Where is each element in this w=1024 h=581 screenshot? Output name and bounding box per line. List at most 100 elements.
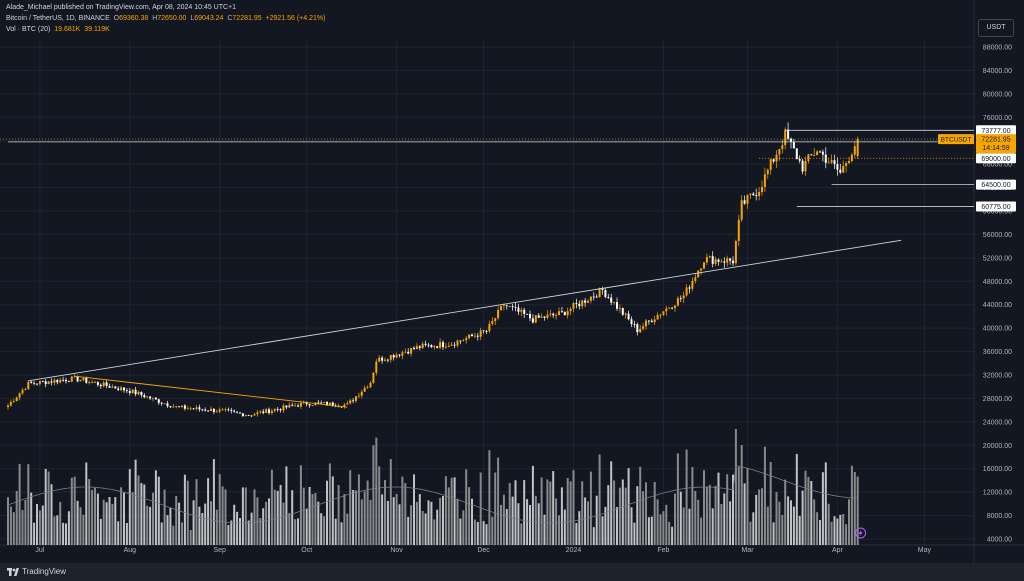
tradingview-brand[interactable]: TradingView — [22, 567, 67, 576]
volume-bar — [372, 445, 375, 545]
volume-bar — [787, 496, 790, 545]
candle-body — [430, 345, 433, 348]
candle-body — [853, 146, 856, 155]
candle-body — [766, 169, 769, 175]
price-tick-label: 52000.00 — [983, 255, 1012, 262]
volume-bar — [645, 482, 647, 545]
volume-bar — [62, 522, 65, 545]
ohlc-legend: Bitcoin / TetherUS, 1D, BINANCE O69360.3… — [6, 15, 325, 22]
price-axis[interactable]: 4000.00 8000.00 12000.00 16000.00 20000.00 24… — [983, 45, 1012, 544]
candle-body — [833, 160, 836, 165]
volume-bar — [479, 472, 482, 545]
volume-bar — [453, 477, 456, 545]
volume-bar — [604, 506, 607, 545]
candle-body — [236, 411, 239, 413]
volume-ma-value: 39.119K — [84, 26, 110, 33]
volume-bar — [96, 493, 99, 545]
candle-body — [328, 402, 331, 406]
time-tick-label: May — [918, 547, 932, 554]
volume-bar — [166, 515, 169, 545]
volume-bar — [587, 501, 589, 545]
currency-button[interactable]: USDT — [978, 19, 1014, 37]
volume-label[interactable]: Vol · BTC (20) — [6, 26, 51, 33]
volume-bar — [853, 472, 856, 545]
candle-body — [227, 409, 230, 411]
price-level-tag-bg — [976, 179, 1016, 190]
volume-bar — [418, 494, 421, 545]
candle-body — [337, 406, 340, 408]
candle-body — [134, 389, 137, 395]
candle-body — [372, 372, 375, 383]
time-tick-label: 2024 — [566, 547, 582, 554]
volume-bar — [674, 493, 676, 545]
volume-bar — [523, 480, 526, 545]
price-tick-label: 48000.00 — [983, 279, 1012, 286]
volume-bar — [804, 470, 807, 545]
volume-bar — [668, 521, 671, 545]
grid-lines — [0, 0, 1024, 563]
volume-bar — [459, 518, 462, 545]
candle-body — [273, 409, 276, 411]
price-level-tag-bg — [976, 153, 1016, 164]
volume-bar — [766, 506, 769, 545]
volume-bar — [778, 501, 781, 545]
candle-body — [491, 321, 494, 324]
candle-body — [813, 155, 816, 156]
volume-bar — [233, 504, 236, 545]
volume-bar — [781, 515, 784, 545]
volume-bar — [529, 504, 531, 545]
volume-bar — [813, 499, 816, 545]
candle-body — [581, 300, 584, 307]
volume-bar — [152, 492, 154, 545]
candle-body — [418, 346, 421, 348]
candle-body — [676, 298, 679, 306]
candle-body — [169, 406, 172, 408]
volume-bar — [430, 501, 433, 545]
volume-bar — [241, 487, 244, 545]
volume-bar — [326, 480, 328, 545]
candle-body — [520, 309, 523, 312]
volume-bar — [772, 522, 775, 545]
volume-bar — [131, 492, 134, 545]
volume-bar — [44, 468, 47, 545]
volume-bar — [845, 524, 848, 545]
volume-bar — [88, 478, 91, 545]
candle-body — [471, 334, 473, 337]
volume-bar — [656, 499, 659, 545]
symbol-name[interactable]: Bitcoin / TetherUS, 1D, BINANCE — [6, 15, 110, 22]
close-value: 72281.95 — [232, 15, 262, 22]
candle-body — [714, 259, 717, 264]
volume-bar — [381, 494, 384, 545]
volume-bar — [627, 468, 630, 545]
price-tick-label: 8000.00 — [987, 513, 1012, 520]
volume-bar — [546, 479, 549, 545]
candle-body — [381, 357, 384, 361]
tradingview-logo-icon[interactable] — [7, 568, 19, 576]
candle-body — [91, 382, 94, 383]
volume-bar — [355, 490, 357, 545]
volume-bar — [70, 477, 73, 545]
candle-body — [308, 404, 311, 406]
trendline — [74, 375, 348, 408]
candle-body — [595, 296, 598, 298]
candle-body — [85, 377, 88, 383]
volume-value: 19.681K — [54, 26, 81, 33]
candle-body — [407, 351, 410, 354]
volume-bar — [169, 507, 172, 545]
candle-body — [674, 305, 676, 308]
candle-body — [607, 297, 610, 298]
candle-body — [433, 346, 436, 348]
volume-bar — [349, 470, 352, 545]
candle-body — [589, 296, 592, 301]
time-axis[interactable]: Jul Aug Sep Oct Nov Dec 2024 Feb Mar Apr May — [35, 547, 931, 554]
volume-bar — [540, 477, 543, 545]
candle-body — [740, 200, 743, 220]
volume-bar — [444, 476, 447, 545]
volume-bar — [288, 513, 291, 545]
volume-bar — [743, 483, 746, 545]
volume-bar — [282, 502, 285, 545]
candle-body — [613, 302, 616, 303]
volume-bar — [433, 519, 436, 545]
volume-bar — [488, 450, 491, 545]
